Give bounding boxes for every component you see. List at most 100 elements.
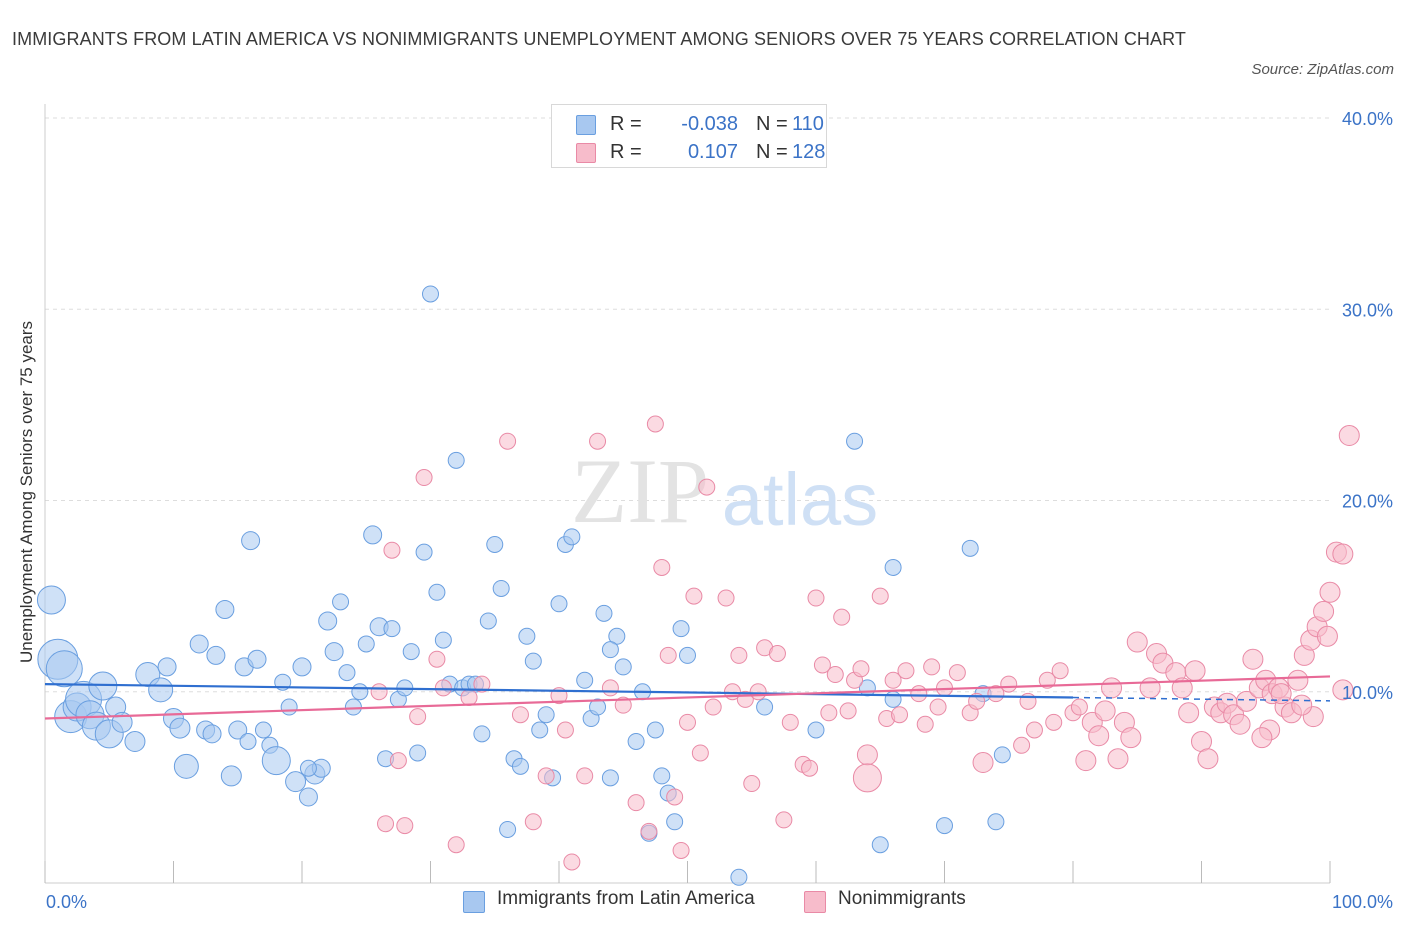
nonimmigrants-point	[1051, 662, 1069, 680]
immigrants-point	[228, 720, 248, 740]
chart-title: IMMIGRANTS FROM LATIN AMERICA VS NONIMMI…	[12, 29, 1187, 49]
immigrants-point	[473, 725, 491, 743]
immigrants-point	[36, 585, 66, 615]
immigrants-point	[292, 657, 312, 677]
watermark-zip: ZIP	[571, 440, 709, 542]
nonimmigrants-point	[659, 646, 677, 664]
nonimmigrants-point	[691, 744, 709, 762]
immigrants-swatch	[576, 115, 596, 135]
immigrants-point	[807, 721, 825, 739]
immigrants-point	[646, 721, 664, 739]
n-value: 110	[792, 113, 824, 135]
immigrants-point	[993, 746, 1011, 764]
grid-lines	[45, 117, 1330, 693]
immigrants-point	[537, 706, 555, 724]
y-tick-label: 20.0%	[1342, 492, 1393, 512]
immigrants-point	[884, 558, 902, 576]
nonimmigrants-point	[447, 836, 465, 854]
immigrants-point	[148, 677, 174, 703]
nonimmigrants-point	[1126, 631, 1148, 653]
nonimmigrants-point	[717, 589, 735, 607]
immigrants-point	[511, 757, 529, 775]
immigrants-point	[415, 543, 433, 561]
nonimmigrants-point	[396, 817, 414, 835]
nonimmigrants-point	[1319, 581, 1341, 603]
immigrants-point	[239, 732, 257, 750]
immigrants-point	[298, 787, 318, 807]
nonimmigrants-point	[537, 767, 555, 785]
nonimmigrants-point	[897, 662, 915, 680]
nonimmigrants-point	[589, 432, 607, 450]
nonimmigrants-point	[646, 415, 664, 433]
immigrants-point	[492, 579, 510, 597]
source-label: Source: ZipAtlas.com	[1251, 61, 1394, 78]
x-tick-label: 0.0%	[46, 892, 87, 912]
legend-label: Nonimmigrants	[838, 888, 966, 909]
immigrants-point	[666, 813, 684, 831]
nonimmigrants-point	[1270, 683, 1292, 705]
nonimmigrants-point	[1316, 625, 1338, 647]
immigrants-point	[756, 698, 774, 716]
nonimmigrants-point	[807, 589, 825, 607]
nonimmigrants-point	[781, 713, 799, 731]
watermark-atlas: atlas	[722, 458, 878, 541]
immigrants-point	[627, 732, 645, 750]
immigrants-point	[550, 595, 568, 613]
nonimmigrants-point	[556, 721, 574, 739]
immigrants-point	[672, 620, 690, 638]
series-immigrants-points	[36, 285, 1011, 886]
r-label: R =	[610, 113, 642, 135]
nonimmigrants-point	[698, 478, 716, 496]
immigrants-point	[479, 612, 497, 630]
nonimmigrants-point	[409, 708, 427, 726]
immigrants-point	[871, 836, 889, 854]
nonimmigrants-point	[1075, 750, 1097, 772]
r-label: R =	[610, 141, 642, 163]
nonimmigrants-point	[1088, 725, 1110, 747]
nonimmigrants-point	[1229, 713, 1251, 735]
immigrants-point	[987, 813, 1005, 831]
trend-lines	[44, 675, 1331, 720]
y-tick-label: 40.0%	[1342, 109, 1393, 129]
nonimmigrants-point	[377, 815, 395, 833]
immigrants-point	[402, 643, 420, 661]
immigrants-point	[215, 600, 235, 620]
immigrants-point	[189, 634, 209, 654]
nonimmigrants-point	[852, 660, 870, 678]
immigrants-point	[338, 664, 356, 682]
nonimmigrants-point	[820, 704, 838, 722]
immigrants-point	[318, 611, 338, 631]
nonimmigrants-point	[672, 841, 690, 859]
nonimmigrants-point	[743, 775, 761, 793]
immigrants-point	[357, 635, 375, 653]
nonimmigrants-point	[813, 656, 831, 674]
nonimmigrants-point	[434, 679, 452, 697]
y-tick-label: 10.0%	[1342, 683, 1393, 703]
immigrants-point	[576, 671, 594, 689]
immigrants-point	[428, 583, 446, 601]
stats-legend: R = -0.038 N = 110 R = 0.107 N = 128	[551, 104, 827, 168]
nonimmigrants-point	[891, 706, 909, 724]
nonimmigrants-legend-swatch	[804, 891, 826, 913]
nonimmigrants-point	[1251, 727, 1273, 749]
immigrants-trend-line	[44, 683, 1074, 699]
nonimmigrants-point	[1139, 677, 1161, 699]
nonimmigrants-point	[775, 811, 793, 829]
immigrants-point	[285, 771, 307, 793]
nonimmigrants-point	[923, 658, 941, 676]
axes	[44, 104, 1331, 884]
immigrants-point	[846, 432, 864, 450]
immigrants-point	[653, 767, 671, 785]
nonimmigrants-point	[910, 685, 928, 703]
immigrants-point	[332, 593, 350, 611]
nonimmigrants-point	[1038, 671, 1056, 689]
nonimmigrants-point	[704, 698, 722, 716]
nonimmigrants-point	[576, 767, 594, 785]
nonimmigrants-point	[987, 685, 1005, 703]
nonimmigrants-point	[1313, 600, 1335, 622]
y-axis-label: Unemployment Among Seniors over 75 years	[17, 321, 36, 663]
nonimmigrants-point	[1235, 690, 1257, 712]
nonimmigrants-point	[1019, 692, 1037, 710]
nonimmigrants-point	[524, 813, 542, 831]
